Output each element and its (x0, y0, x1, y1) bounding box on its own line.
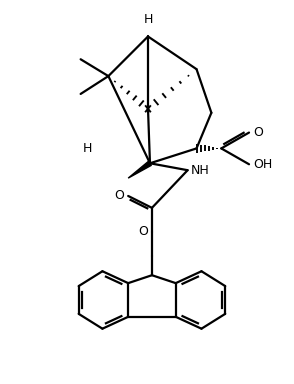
Text: O: O (138, 225, 148, 238)
Text: NH: NH (191, 164, 209, 177)
Text: H: H (143, 13, 153, 26)
Text: O: O (114, 189, 124, 202)
Text: O: O (253, 126, 263, 139)
Text: OH: OH (253, 158, 272, 171)
Text: H: H (83, 142, 92, 155)
Polygon shape (128, 161, 151, 178)
